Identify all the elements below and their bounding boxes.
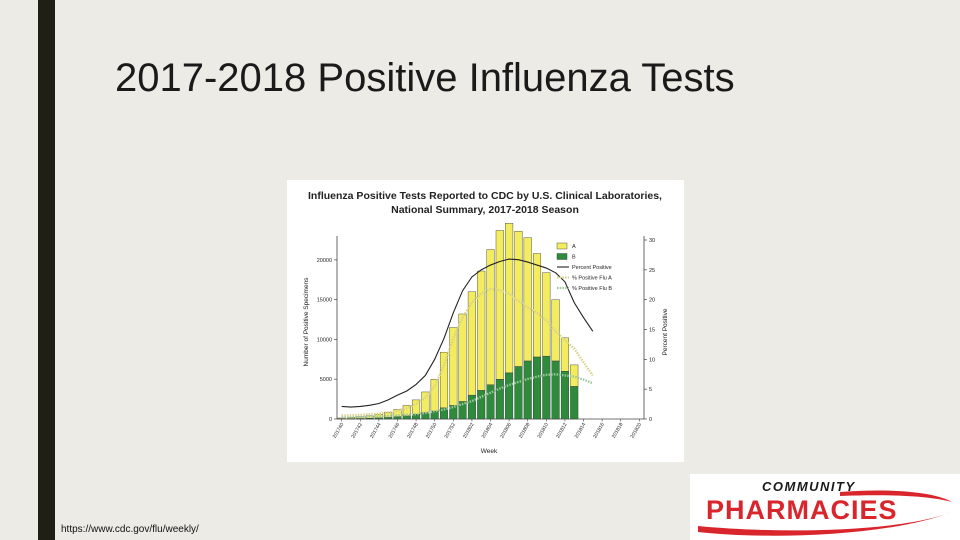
x-tick-label: 201748 (406, 422, 420, 440)
x-tick-label: 201808 (518, 422, 532, 440)
x-tick-label: 201814 (574, 422, 588, 440)
logo-swoosh-icon (698, 490, 952, 536)
y2-tick-label: 0 (649, 417, 652, 423)
bar-a (486, 249, 495, 385)
x-tick-label: 201744 (369, 422, 383, 440)
chart-axes: 0 5000 10000 15000 20000 0 5 10 15 20 25 30 201740 20… (317, 236, 655, 439)
legend-label: B (572, 255, 576, 261)
chart-bars (337, 223, 579, 420)
chart-lines (341, 258, 594, 419)
legend-label: % Positive Flu A (572, 276, 612, 282)
bar-b (560, 371, 569, 420)
source-url: https://www.cdc.gov/flu/weekly/ (61, 524, 199, 535)
y2-tick-label: 20 (649, 298, 655, 304)
bar-b (486, 384, 495, 420)
y-tick-label: 15000 (317, 298, 332, 304)
bar-a (523, 237, 532, 362)
bar-b (542, 355, 551, 420)
influenza-chart: Influenza Positive Tests Reported to CDC… (303, 190, 669, 455)
bar-b (570, 386, 579, 420)
logo-line-community: COMMUNITY (762, 479, 856, 494)
x-tick-label: 201812 (555, 422, 569, 440)
bar-b (477, 390, 486, 420)
line-percent-positive (341, 258, 594, 408)
x-tick-label: 201818 (611, 422, 625, 440)
legend-swatch (556, 242, 568, 250)
bar-b (533, 356, 542, 420)
x-tick-label: 201740 (332, 422, 346, 440)
bar-b (393, 416, 402, 420)
y2-tick-label: 25 (649, 268, 655, 274)
legend-label: A (572, 244, 576, 250)
x-tick-label: 201752 (443, 422, 457, 440)
chart-title: Influenza Positive Tests Reported to CDC… (308, 190, 662, 216)
line-pct-flu-a (341, 287, 594, 417)
bar-b (551, 360, 560, 420)
bar-a (449, 327, 458, 406)
y2-tick-label: 15 (649, 328, 655, 334)
bar-a (551, 299, 560, 362)
y2-axis-label: Percent Positive (662, 308, 669, 355)
x-axis-label: Week (481, 448, 498, 455)
bar-b (514, 366, 523, 420)
bar-a (439, 351, 448, 409)
y2-tick-label: 30 (649, 238, 655, 244)
x-tick-label: 201742 (350, 422, 364, 440)
x-tick-label: 201804 (481, 422, 495, 440)
bar-b (523, 360, 532, 420)
x-tick-label: 201802 (462, 422, 476, 440)
left-accent-bar (38, 0, 55, 540)
bar-a (560, 337, 569, 372)
bar-b (495, 379, 504, 420)
bar-a (430, 379, 439, 412)
legend-label: % Positive Flu B (572, 286, 612, 292)
y-tick-label: 5000 (320, 377, 332, 383)
chart-panel: Influenza Positive Tests Reported to CDC… (287, 180, 684, 462)
bar-a (505, 223, 514, 374)
x-tick-label: 201746 (388, 422, 402, 440)
bar-a (514, 231, 523, 367)
chart-title-line-2: National Summary, 2017-2018 Season (391, 204, 579, 216)
bar-a (458, 313, 467, 402)
bar-b (449, 405, 458, 420)
y-tick-label: 20000 (317, 258, 332, 264)
y-tick-label: 10000 (317, 337, 332, 343)
chart-legend: AB Percent Positive % Positive Flu A % Posi… (556, 242, 612, 292)
legend-label: Percent Positive (572, 265, 612, 271)
y-tick-label: 0 (329, 417, 332, 423)
bar-a (495, 230, 504, 380)
bar-a (467, 291, 476, 396)
bar-a (356, 416, 365, 419)
bar-a (570, 364, 579, 387)
x-tick-label: 201806 (499, 422, 513, 440)
slide-title: 2017-2018 Positive Influenza Tests (115, 56, 735, 100)
x-tick-label: 201750 (425, 422, 439, 440)
legend-swatch (556, 253, 568, 260)
y2-tick-label: 10 (649, 357, 655, 363)
y2-tick-label: 5 (649, 387, 652, 393)
community-pharmacies-logo: COMMUNITY PHARMACIES (690, 474, 960, 540)
x-tick-label: 201816 (592, 422, 606, 440)
bar-a (374, 414, 383, 419)
bar-a (542, 272, 551, 357)
chart-title-line-1: Influenza Positive Tests Reported to CDC… (308, 190, 662, 202)
bar-a (533, 253, 542, 358)
bar-b (384, 417, 393, 420)
x-tick-label: 201810 (537, 422, 551, 440)
logo-line-pharmacies: PHARMACIES (706, 495, 898, 525)
x-tick-label: 201820 (630, 422, 644, 440)
bar-b (402, 415, 411, 420)
y-axis-label: Number of Positive Specimens (303, 277, 310, 367)
bar-b (505, 372, 514, 420)
bar-a (421, 391, 430, 413)
bar-a (477, 270, 486, 391)
bar-a (393, 409, 402, 417)
line-pct-flu-b (341, 373, 594, 419)
